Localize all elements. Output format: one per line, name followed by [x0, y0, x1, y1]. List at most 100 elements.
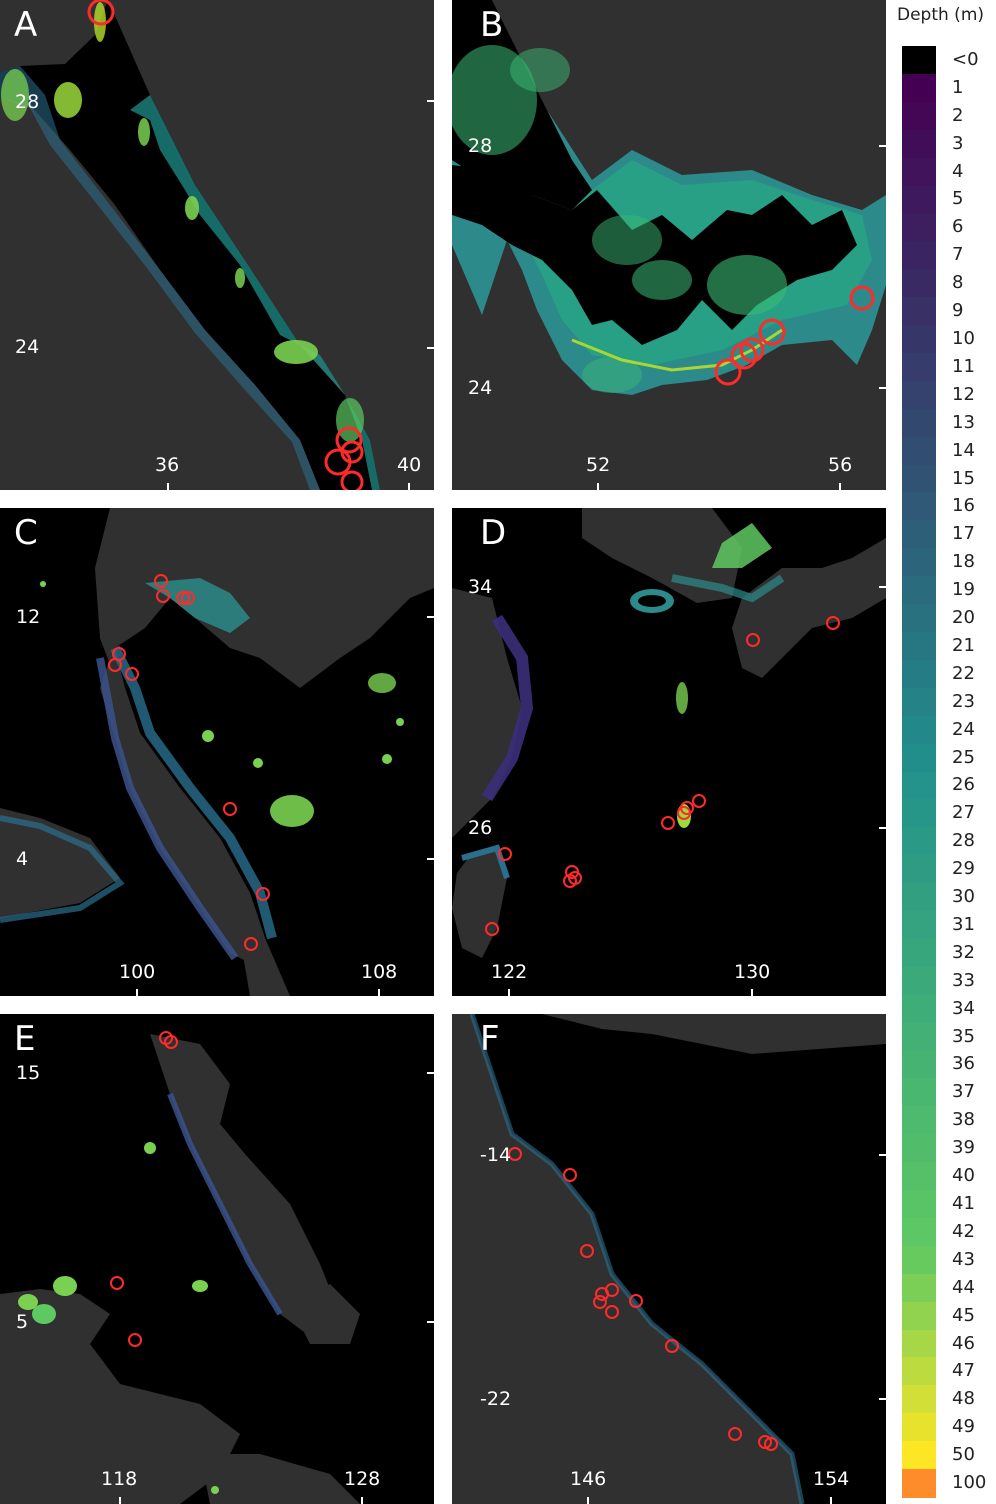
legend-label: 19	[952, 579, 975, 601]
panel-letter-b: B	[480, 5, 504, 45]
red-sea-shelf-west	[0, 66, 320, 490]
site-marker	[108, 658, 122, 672]
x-tick-label: 36	[155, 454, 180, 476]
legend-label: 8	[952, 272, 964, 294]
site-marker	[568, 871, 582, 885]
legend-swatch	[902, 325, 936, 354]
site-marker	[223, 802, 237, 816]
legend-label: 25	[952, 746, 975, 768]
x-tick-label: 154	[813, 1468, 850, 1490]
legend-swatch	[902, 938, 936, 968]
site-marker	[164, 1035, 178, 1049]
borneo-land	[0, 1289, 240, 1504]
site-marker	[508, 1147, 522, 1161]
y-tick-mark	[879, 1154, 886, 1156]
legend-title: Depth (m)	[897, 5, 985, 25]
site-marker	[665, 1339, 679, 1353]
legend-swatch	[902, 576, 936, 605]
legend-swatch	[902, 659, 936, 689]
legend-label: 48	[952, 1388, 975, 1410]
mindanao-land	[290, 1284, 360, 1344]
x-tick-mark	[839, 483, 841, 490]
site-marker	[746, 633, 760, 647]
site-marker	[128, 1333, 142, 1347]
malay-shelf-east	[110, 645, 277, 940]
site-marker	[485, 922, 499, 936]
legend-label: 29	[952, 858, 975, 880]
site-marker	[340, 440, 364, 464]
legend-label: 47	[952, 1360, 975, 1382]
legend-label: 50	[952, 1444, 975, 1466]
x-tick-mark	[508, 989, 510, 996]
legend-label: 15	[952, 467, 975, 489]
luzon-land	[150, 1034, 340, 1344]
legend-swatch	[902, 492, 936, 521]
legend-swatch	[902, 1273, 936, 1303]
south-china-sea-water	[0, 508, 434, 996]
legend-label: 5	[952, 188, 964, 210]
legend-swatch	[902, 185, 936, 215]
site-marker	[593, 1295, 607, 1309]
y-tick-label: 12	[16, 606, 41, 628]
legend-swatch	[902, 241, 936, 270]
legend-swatch	[902, 799, 936, 828]
legend-swatch	[902, 297, 936, 326]
legend-swatch	[902, 1022, 936, 1052]
y-tick-mark	[879, 1398, 886, 1400]
legend-label: 21	[952, 634, 975, 656]
site-marker	[714, 358, 742, 386]
site-marker	[677, 806, 691, 820]
legend-label: 26	[952, 774, 975, 796]
legend-label: 43	[952, 1248, 975, 1270]
site-marker	[580, 1244, 594, 1258]
legend-swatch	[902, 464, 936, 494]
legend-swatch	[902, 520, 936, 549]
panel-f-bathymetry	[452, 1014, 886, 1504]
legend-label: 46	[952, 1332, 975, 1354]
korea-land	[582, 508, 742, 603]
korea-south-shelf	[671, 574, 785, 603]
legend-swatch	[902, 1190, 936, 1219]
panel-letter-c: C	[14, 513, 38, 553]
legend-label: 11	[952, 355, 975, 377]
y-tick-label: 4	[16, 848, 29, 870]
malay-land	[100, 658, 265, 968]
legend-label: 41	[952, 1193, 975, 1214]
site-marker	[110, 1276, 124, 1290]
legend-swatch	[902, 157, 936, 187]
legend-swatch	[902, 1134, 936, 1163]
legend-swatch	[902, 1385, 936, 1414]
legend-swatch	[902, 1217, 936, 1247]
x-tick-mark	[830, 1497, 832, 1504]
legend-label: 6	[952, 216, 964, 238]
legend-swatch	[902, 883, 936, 912]
taiwan-land	[452, 848, 507, 958]
site-marker	[181, 591, 195, 605]
legend-swatch	[902, 687, 936, 717]
legend-swatch	[902, 715, 936, 745]
legend-swatch	[902, 1078, 936, 1107]
legend-label: 44	[952, 1276, 975, 1298]
site-marker	[605, 1283, 619, 1297]
legend-label: 22	[952, 662, 975, 684]
site-marker	[340, 470, 364, 490]
y-tick-mark	[427, 100, 434, 102]
y-tick-label: 28	[15, 91, 40, 113]
legend-swatch	[902, 1050, 936, 1080]
legend-swatch	[902, 855, 936, 884]
legend-swatch	[902, 1245, 936, 1275]
y-tick-label: 34	[468, 576, 493, 598]
legend-label: 1	[952, 76, 964, 98]
legend-swatch	[902, 771, 936, 800]
legend-label: 30	[952, 886, 975, 908]
x-tick-mark	[597, 483, 599, 490]
panel-e-bathymetry	[0, 1014, 434, 1504]
legend-label: 7	[952, 244, 964, 266]
legend-swatch	[902, 1357, 936, 1386]
legend-label: 23	[952, 690, 975, 712]
site-marker	[125, 667, 139, 681]
legend-swatch	[902, 1413, 936, 1442]
legend-swatch	[902, 46, 936, 75]
panel-d-map: D 122 130 34 26	[452, 508, 886, 996]
legend-swatch	[902, 911, 936, 940]
